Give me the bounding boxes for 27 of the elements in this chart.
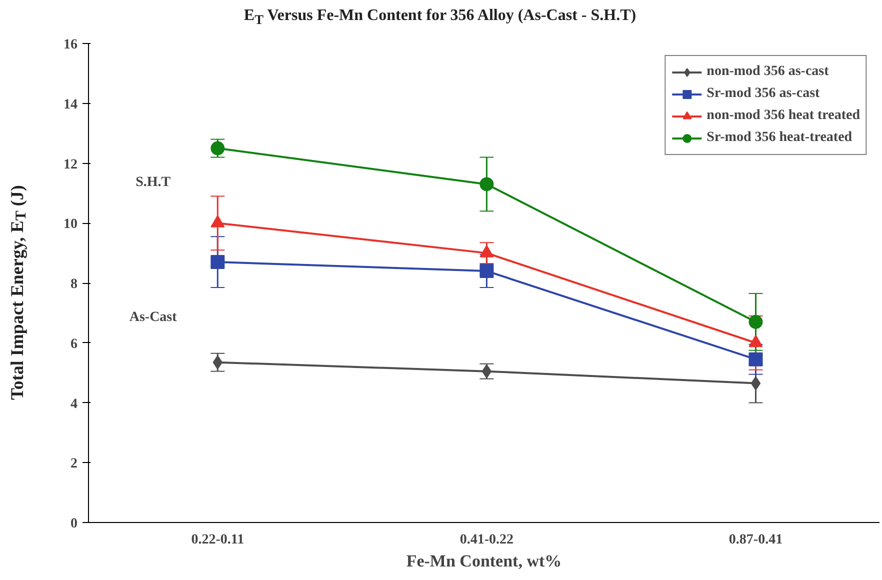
chart-title: E$_{T}$ Versus Fe-Mn Content for 356 Alloy (As-Cast - S.H.T) <box>244 6 636 30</box>
legend-label: Sr-mod 356 as-cast <box>706 86 820 102</box>
annotation: As-Cast <box>129 310 178 325</box>
point <box>210 255 225 270</box>
point <box>750 376 761 390</box>
annotation: S.H.T <box>136 175 172 190</box>
legend-label: non-mod 356 heat treated <box>706 108 860 124</box>
y-tick-label: 10 <box>64 217 78 232</box>
point <box>210 141 225 156</box>
x-tick-label: 0.87-0.41 <box>728 532 783 548</box>
point <box>480 177 494 192</box>
y-tick-label: 12 <box>64 157 78 172</box>
point <box>748 352 763 366</box>
x-axis-title: Fe-Mn Content, wt% <box>406 552 562 570</box>
point <box>480 264 494 278</box>
y-tick-label: 0 <box>70 516 78 532</box>
y-tick-label: 16 <box>64 38 78 52</box>
y-tick-label: 6 <box>70 336 78 352</box>
legend-label: Sr-mod 356 heat-treated <box>706 130 852 146</box>
point <box>748 314 763 329</box>
legend-label: non-mod 356 as-cast <box>706 64 829 80</box>
y-tick-label: 14 <box>64 97 78 112</box>
y-tick-label: 2 <box>70 456 78 472</box>
x-tick-label: 0.41-0.22 <box>460 532 514 548</box>
y-tick-label: 4 <box>70 396 78 412</box>
x-tick-label: 0.22-0.11 <box>191 532 244 548</box>
y-tick-label: 8 <box>70 277 78 292</box>
